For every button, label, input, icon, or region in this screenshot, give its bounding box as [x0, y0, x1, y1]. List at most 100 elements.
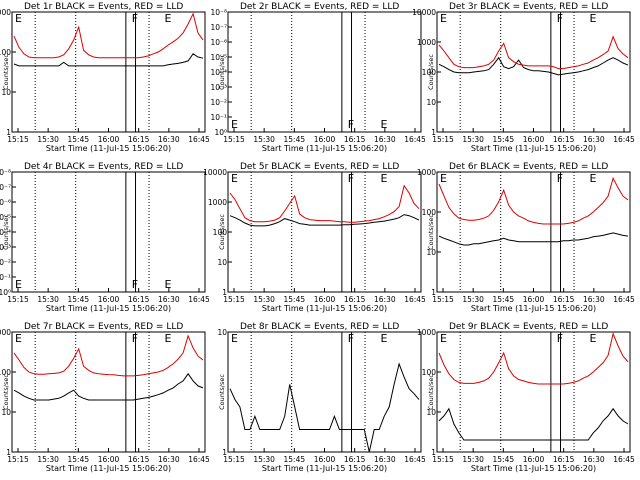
- x-tick-label: 16:00: [98, 135, 120, 144]
- plot-frame: [436, 171, 631, 293]
- panel-title: Det 7r BLACK = Events, RED = LLD: [24, 322, 183, 332]
- y-tick-label: 1: [222, 288, 227, 297]
- y-axis-label: Counts/sec: [218, 54, 226, 90]
- panel-title: Det 5r BLACK = Events, RED = LLD: [240, 162, 399, 172]
- y-axis-label: Counts/sec: [427, 54, 435, 90]
- y-tick-label: 1000: [0, 8, 11, 17]
- y-tick-label: 10: [217, 258, 227, 267]
- x-tick-label: 16:15: [553, 295, 575, 304]
- y-tick-label: 100: [422, 208, 437, 217]
- series-events: [438, 407, 629, 441]
- y-tick-label: 1: [6, 128, 11, 137]
- x-tick-label: 16:45: [188, 455, 210, 464]
- plot-frame: [227, 11, 422, 133]
- plot-frame: [11, 11, 206, 133]
- y-tick-label: 1: [431, 448, 436, 457]
- x-tick-label: 15:45: [68, 295, 90, 304]
- x-tick-label: 16:30: [374, 455, 396, 464]
- x-tick-label: 15:45: [493, 135, 515, 144]
- panel-title: Det 6r BLACK = Events, RED = LLD: [449, 162, 608, 172]
- x-tick-label: 15:45: [493, 295, 515, 304]
- series-events: [229, 214, 420, 227]
- x-tick-label: 15:30: [253, 135, 275, 144]
- series-lld: [438, 332, 629, 385]
- marker-e: E: [590, 172, 597, 185]
- x-tick-label: 16:00: [523, 135, 545, 144]
- x-tick-label: 16:30: [583, 455, 605, 464]
- series-lld: [13, 334, 204, 377]
- panel-7: Det 7r BLACK = Events, RED = LLD Counts/s…: [0, 322, 210, 473]
- y-tick-label: 1: [222, 448, 227, 457]
- y-tick-label: 10⁻⁷: [210, 23, 227, 32]
- marker-f: F: [348, 172, 354, 185]
- plot-frame: [436, 11, 631, 133]
- x-tick-label: 15:15: [432, 455, 454, 464]
- y-axis-label: Counts/sec: [2, 214, 10, 250]
- y-tick-label: 10⁻⁸: [0, 168, 11, 177]
- y-tick-label: 10: [217, 328, 227, 337]
- x-tick-label: 15:15: [432, 135, 454, 144]
- series-lld: [438, 35, 629, 70]
- marker-e: E: [381, 172, 388, 185]
- marker-e: E: [231, 332, 238, 345]
- marker-e: E: [165, 278, 172, 291]
- series-lld: [229, 184, 420, 223]
- x-tick-label: 16:30: [158, 295, 180, 304]
- panel-title: Det 3r BLACK = Events, RED = LLD: [449, 2, 608, 12]
- y-axis-label: Counts/sec: [218, 214, 226, 250]
- x-tick-label: 15:15: [432, 295, 454, 304]
- y-axis-label: Counts/sec: [427, 374, 435, 410]
- x-tick-label: 16:00: [523, 455, 545, 464]
- x-tick-label: 16:15: [344, 295, 366, 304]
- x-axis-label: Start Time (11-Jul-15 15:06:20): [46, 304, 171, 313]
- marker-e: E: [381, 118, 388, 131]
- x-tick-label: 16:30: [583, 135, 605, 144]
- panel-title: Det 8r BLACK = Events, RED = LLD: [240, 322, 399, 332]
- plot-frame: [11, 331, 206, 453]
- y-tick-label: 1000: [0, 328, 11, 337]
- x-tick-label: 16:45: [188, 295, 210, 304]
- series-lld: [13, 12, 204, 59]
- y-tick-label: 100: [0, 368, 11, 377]
- series-events: [13, 372, 204, 401]
- marker-f: F: [557, 12, 563, 25]
- panel-title: Det 9r BLACK = Events, RED = LLD: [449, 322, 608, 332]
- panel-8: Det 8r BLACK = Events, RED = LLD Counts/s…: [217, 322, 426, 473]
- x-tick-label: 15:30: [37, 455, 59, 464]
- y-tick-label: 10⁻⁶: [0, 198, 11, 207]
- marker-e: E: [590, 332, 597, 345]
- y-tick-label: 100: [213, 228, 228, 237]
- y-axis-label: Counts/sec: [218, 374, 226, 410]
- x-tick-label: 16:30: [374, 295, 396, 304]
- y-tick-label: 10⁻²: [210, 98, 227, 107]
- panel-4: Det 4r BLACK = Events, RED = LLD Counts/s…: [0, 162, 210, 313]
- y-tick-label: 10⁻⁷: [0, 183, 11, 192]
- x-axis-label: Start Time (11-Jul-15 15:06:20): [471, 304, 596, 313]
- x-tick-label: 16:00: [314, 455, 336, 464]
- y-tick-label: 10⁻³: [210, 83, 227, 92]
- panel-title: Det 4r BLACK = Events, RED = LLD: [24, 162, 183, 172]
- x-tick-label: 15:30: [253, 455, 275, 464]
- series-events: [438, 56, 629, 76]
- marker-e: E: [440, 172, 447, 185]
- x-tick-label: 15:45: [493, 455, 515, 464]
- y-tick-label: 10⁻²: [0, 258, 11, 267]
- y-tick-label: 10000: [412, 8, 436, 17]
- panel-title: Det 1r BLACK = Events, RED = LLD: [24, 2, 183, 12]
- x-tick-label: 16:00: [98, 295, 120, 304]
- x-tick-label: 16:45: [613, 295, 635, 304]
- x-axis-label: Start Time (11-Jul-15 15:06:20): [262, 144, 387, 153]
- y-tick-label: 1: [431, 128, 436, 137]
- x-tick-label: 15:30: [37, 295, 59, 304]
- x-tick-label: 16:15: [128, 455, 150, 464]
- marker-f: F: [132, 12, 138, 25]
- x-axis-label: Start Time (11-Jul-15 15:06:20): [46, 464, 171, 473]
- panel-2: Det 2r BLACK = Events, RED = LLD Counts/s…: [210, 2, 426, 153]
- marker-f: F: [348, 118, 354, 131]
- y-tick-label: 10⁰: [214, 128, 227, 137]
- x-tick-label: 16:45: [404, 455, 426, 464]
- y-axis-label: Counts/sec: [427, 214, 435, 250]
- marker-f: F: [132, 278, 138, 291]
- marker-e: E: [165, 12, 172, 25]
